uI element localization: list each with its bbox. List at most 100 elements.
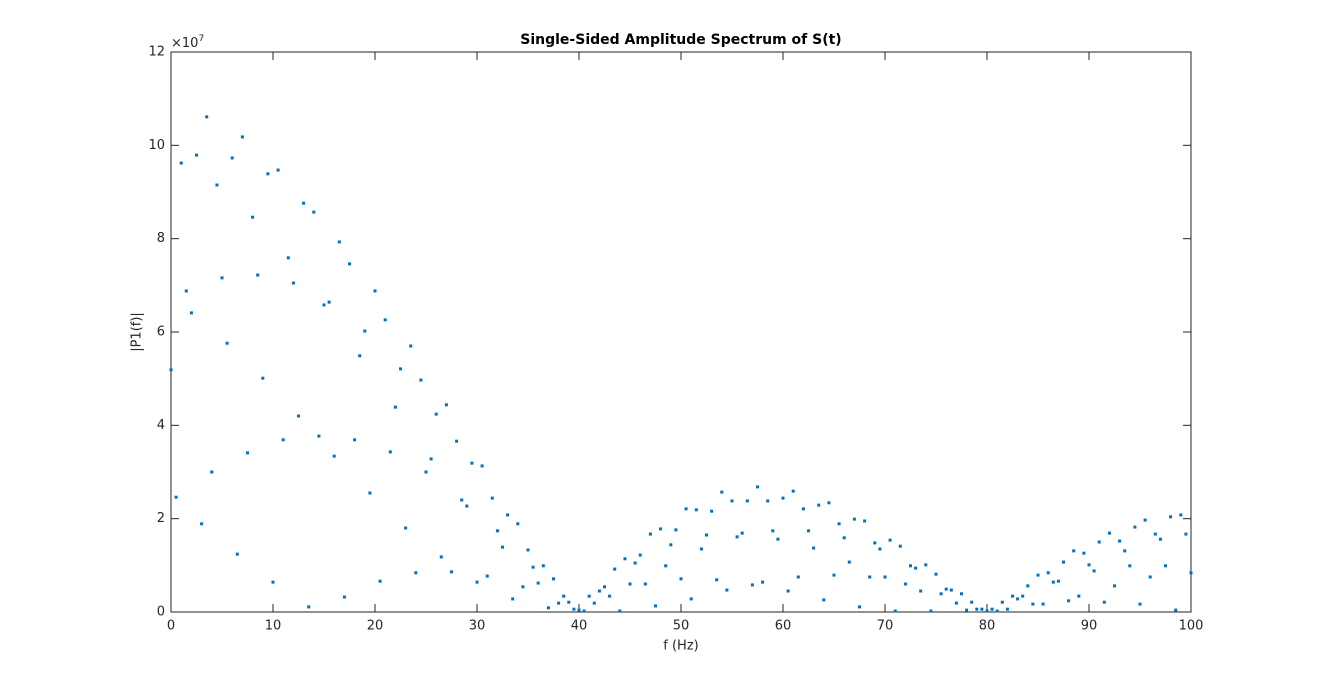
- point: [460, 498, 464, 502]
- point: [689, 597, 693, 601]
- point: [312, 210, 316, 214]
- point: [261, 376, 265, 380]
- y-tick-label: 4: [157, 418, 165, 433]
- point: [1153, 532, 1157, 536]
- point: [480, 464, 484, 468]
- point: [822, 598, 826, 602]
- point: [740, 531, 744, 535]
- point: [210, 470, 214, 474]
- point: [225, 341, 229, 345]
- point: [271, 580, 275, 584]
- point: [587, 594, 591, 598]
- point: [807, 529, 810, 533]
- point: [348, 262, 351, 266]
- point: [174, 495, 178, 499]
- point: [756, 485, 759, 489]
- x-tick-label: 90: [1081, 619, 1098, 634]
- point: [531, 565, 535, 569]
- point: [715, 578, 719, 582]
- point: [256, 273, 260, 277]
- point: [363, 329, 367, 333]
- point: [1123, 549, 1127, 553]
- x-tick-label: 60: [775, 619, 792, 634]
- point: [266, 172, 270, 176]
- point: [1005, 607, 1009, 611]
- y-tick-label: 8: [157, 231, 165, 246]
- point: [495, 529, 499, 533]
- point: [358, 354, 362, 358]
- point: [1092, 569, 1096, 573]
- point: [669, 543, 673, 547]
- point: [914, 566, 918, 570]
- point: [954, 601, 958, 605]
- point: [878, 547, 882, 551]
- point: [450, 570, 453, 574]
- point: [648, 532, 652, 536]
- point: [1102, 600, 1106, 604]
- point: [592, 601, 596, 605]
- point: [1031, 602, 1035, 606]
- point: [898, 544, 902, 548]
- point: [1138, 602, 1142, 606]
- point: [337, 240, 341, 244]
- point: [353, 438, 357, 442]
- point: [674, 528, 678, 532]
- point: [812, 546, 816, 550]
- point: [944, 587, 948, 591]
- y-multiplier-power: 7: [198, 34, 204, 44]
- x-tick-label: 100: [1179, 619, 1204, 634]
- x-tick-label: 0: [167, 619, 175, 634]
- point: [475, 580, 479, 584]
- point: [373, 289, 377, 293]
- x-tick-label: 70: [877, 619, 894, 634]
- point: [572, 607, 576, 611]
- point: [990, 607, 994, 611]
- point: [659, 527, 663, 531]
- point: [501, 545, 504, 549]
- point: [511, 597, 515, 601]
- point: [842, 536, 846, 540]
- point: [949, 588, 953, 592]
- point: [730, 499, 734, 503]
- point: [852, 517, 856, 521]
- point: [439, 555, 443, 559]
- point: [934, 572, 938, 576]
- point: [1067, 599, 1071, 603]
- point: [903, 582, 907, 586]
- y-multiplier-base: ×10: [171, 36, 198, 51]
- point: [705, 533, 708, 537]
- point: [240, 135, 244, 139]
- y-axis-label: |P1(f)|: [130, 312, 145, 352]
- point: [383, 318, 387, 322]
- point: [827, 501, 831, 505]
- point: [399, 367, 402, 371]
- point: [863, 519, 867, 523]
- point: [541, 564, 545, 568]
- point: [582, 609, 586, 613]
- x-tick-label: 40: [571, 619, 588, 634]
- point: [286, 256, 290, 260]
- point: [909, 564, 912, 568]
- point: [791, 489, 795, 493]
- point: [1072, 549, 1076, 553]
- point: [1011, 594, 1014, 598]
- point: [817, 503, 821, 507]
- point: [1062, 560, 1065, 564]
- point: [623, 557, 627, 561]
- point: [1133, 525, 1137, 529]
- point: [873, 541, 877, 545]
- point: [567, 600, 571, 604]
- point: [832, 573, 836, 577]
- y-tick-label: 12: [148, 45, 165, 60]
- point: [332, 454, 336, 458]
- point: [1179, 513, 1183, 517]
- point: [516, 522, 520, 526]
- x-tick-label: 50: [673, 619, 690, 634]
- point: [297, 414, 300, 418]
- point: [980, 607, 984, 611]
- point: [307, 605, 311, 609]
- point: [603, 585, 606, 589]
- point: [745, 499, 749, 503]
- point: [526, 548, 530, 552]
